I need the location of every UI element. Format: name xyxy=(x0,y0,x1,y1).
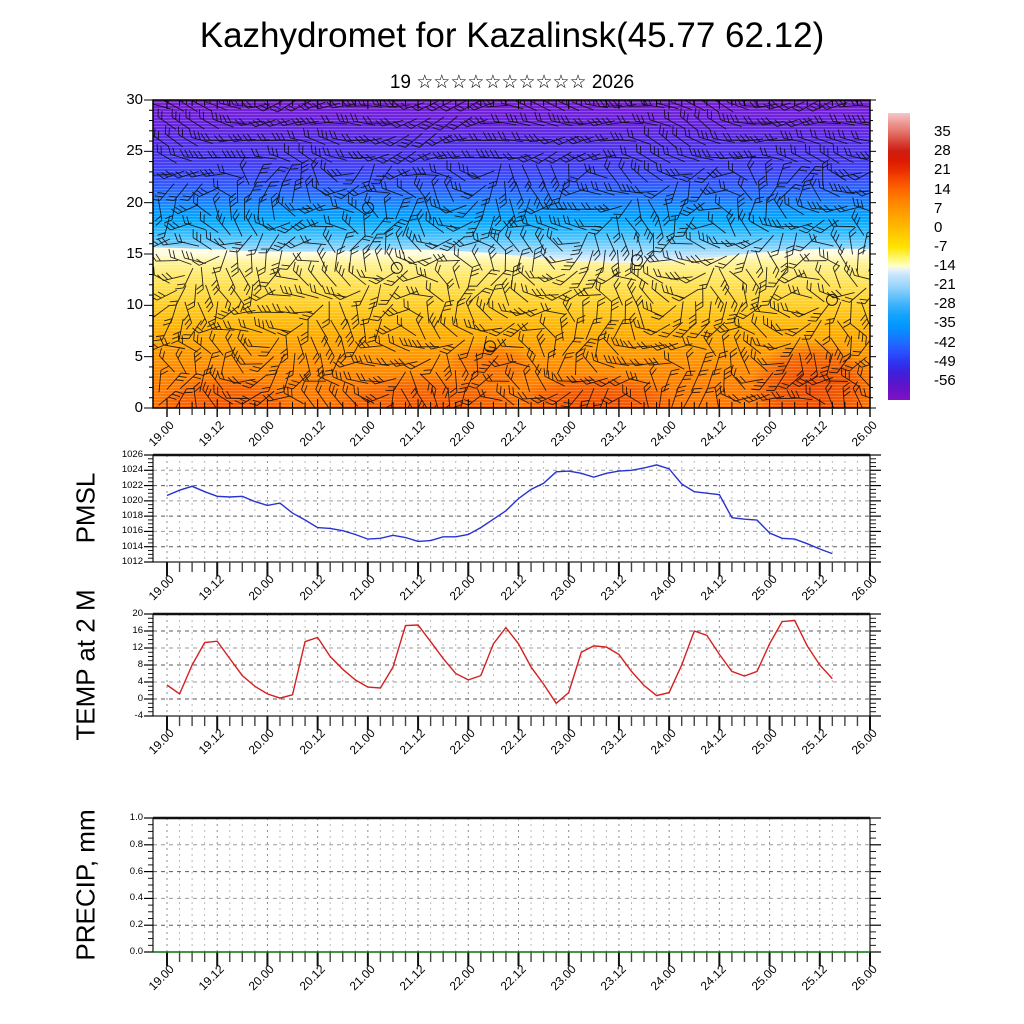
calm-wind-circle xyxy=(390,261,403,274)
pmsl-y-tick-label: 1022 xyxy=(121,479,143,491)
colorbar-tick-label: -28 xyxy=(934,295,956,313)
temp-y-tick-label: 16 xyxy=(132,625,143,636)
wind-barbs xyxy=(153,100,870,408)
colorbar-tick-label: 7 xyxy=(934,199,943,217)
temp-y-tick-label: 8 xyxy=(137,659,143,670)
colorbar-tick-label: -49 xyxy=(934,352,956,370)
pmsl-y-tick-label: 1020 xyxy=(121,494,143,506)
colorbar-tick-label: -7 xyxy=(934,237,948,255)
page-title: Kazhydromet for Kazalinsk(45.77 62.12) xyxy=(199,16,825,55)
colorbar-tick-label: 0 xyxy=(934,218,943,236)
precip-y-tick-label: 0.6 xyxy=(129,865,143,877)
y-tick-label: 25 xyxy=(126,142,143,160)
colorbar-tick-label: -56 xyxy=(934,371,956,389)
precip-y-tick-label: 0.8 xyxy=(129,838,143,850)
y-tick-label: 15 xyxy=(126,245,143,262)
y-tick-label: 20 xyxy=(126,193,143,211)
y-tick-label: 30 xyxy=(126,91,143,108)
page-subtitle: 19 ☆☆☆☆☆☆☆☆☆☆ 2026 xyxy=(389,72,635,93)
colorbar-tick-label: -35 xyxy=(934,314,956,332)
precip-y-tick-label: 0.2 xyxy=(129,919,143,931)
precip-axis-title: PRECIP, mm xyxy=(70,809,101,961)
pmsl-y-tick-label: 1026 xyxy=(121,449,143,460)
calm-wind-circle xyxy=(483,340,496,353)
y-tick-label: 5 xyxy=(134,347,143,365)
colorbar-tick-label: -21 xyxy=(934,276,956,294)
colorbar-tick-label: 28 xyxy=(934,142,951,160)
calm-wind-circle xyxy=(362,201,375,214)
pmsl-y-tick-label: 1012 xyxy=(121,556,143,567)
y-tick-label: 10 xyxy=(126,296,143,314)
temp-y-tick-label: -4 xyxy=(134,710,143,721)
cross-section-field xyxy=(153,100,870,408)
temp-y-tick-label: 20 xyxy=(132,608,143,619)
calm-wind-circle xyxy=(630,254,643,267)
temp-series-line xyxy=(166,619,833,705)
temp-y-tick-label: 0 xyxy=(137,693,143,704)
pmsl-y-tick-label: 1014 xyxy=(121,540,143,552)
colorbar-tick-label: 14 xyxy=(934,180,951,198)
colorbar xyxy=(888,113,910,400)
precip-y-tick-label: 0.0 xyxy=(129,946,143,957)
colorbar-tick-label: -14 xyxy=(934,257,956,275)
colorbar-tick-label: -42 xyxy=(934,333,956,351)
precip-y-tick-label: 0.4 xyxy=(129,892,143,904)
colorbar-tick-label: 35 xyxy=(934,123,951,141)
colorbar-tick-label: 21 xyxy=(934,161,951,179)
y-tick-label: 0 xyxy=(134,399,143,416)
calm-wind-circle xyxy=(825,293,838,306)
pmsl-y-tick-label: 1018 xyxy=(121,510,143,522)
precip-y-tick-label: 1.0 xyxy=(129,812,143,823)
pmsl-y-tick-label: 1016 xyxy=(121,525,143,537)
temp-y-tick-label: 12 xyxy=(132,642,143,653)
pmsl-series-line xyxy=(166,464,833,555)
pmsl-y-tick-label: 1024 xyxy=(121,464,143,476)
temp-y-tick-label: 4 xyxy=(137,676,143,687)
